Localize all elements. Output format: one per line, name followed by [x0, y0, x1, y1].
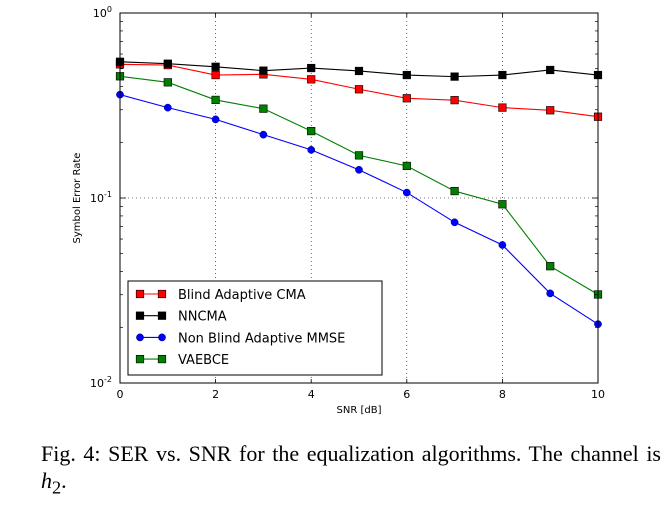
data-point	[163, 103, 172, 112]
legend-box	[127, 280, 383, 376]
y-tick-base: 10	[93, 7, 107, 20]
x-tick-label: 8	[499, 388, 506, 401]
data-point	[259, 66, 268, 75]
data-point	[307, 126, 316, 136]
y-tick-exponent: 0	[107, 5, 112, 14]
data-point	[450, 218, 459, 227]
legend-item: Blind Adaptive CMA	[135, 288, 306, 303]
x-tick-label: 0	[117, 388, 124, 401]
data-point	[211, 95, 220, 105]
legend-label: Blind Adaptive CMA	[178, 288, 306, 303]
data-point	[354, 66, 364, 76]
x-axis-label: SNR [dB]	[337, 405, 382, 416]
data-point	[402, 94, 411, 103]
data-point	[450, 96, 459, 105]
data-point	[259, 130, 268, 139]
data-point	[354, 151, 364, 160]
series-vaebce	[115, 72, 603, 299]
y-axis-label: Symbol Error Rate	[72, 153, 83, 244]
legend-marker	[157, 289, 167, 299]
legend-marker	[135, 289, 145, 299]
data-point	[355, 165, 363, 174]
data-point	[211, 70, 220, 80]
data-point	[498, 200, 507, 209]
data-point	[402, 161, 411, 171]
data-point	[211, 62, 220, 71]
data-point	[546, 106, 555, 115]
legend: Blind Adaptive CMA NNCMA Non Blind Adaptiv…	[127, 280, 383, 376]
legend-marker	[158, 333, 166, 342]
caption-variable: h	[41, 468, 52, 493]
data-point	[307, 75, 316, 84]
y-tick-label: 10-1	[90, 190, 112, 205]
data-point	[402, 70, 411, 80]
data-point	[163, 59, 172, 68]
x-tick-label: 4	[308, 388, 315, 401]
y-tick-label: 10-2	[90, 375, 112, 390]
x-tick-label: 2	[212, 388, 219, 401]
legend-item: Non Blind Adaptive MMSE	[136, 331, 345, 346]
legend-marker	[157, 311, 167, 320]
legend-marker	[136, 333, 144, 342]
legend-label: NNCMA	[178, 310, 227, 325]
data-point	[498, 241, 507, 249]
data-point	[211, 115, 220, 124]
x-tick-label: 10	[591, 388, 605, 401]
caption-subscript: 2	[52, 477, 62, 498]
y-tick-base: 10	[90, 192, 104, 205]
y-tick-label: 100	[93, 5, 112, 20]
legend-marker	[135, 311, 145, 320]
legend-item: NNCMA	[135, 310, 227, 325]
data-point	[546, 289, 555, 298]
legend-marker	[135, 354, 145, 364]
data-point	[307, 63, 316, 73]
y-tick-exponent: -2	[104, 375, 112, 384]
caption-suffix: .	[61, 468, 67, 493]
data-point	[450, 186, 459, 196]
legend-label: VAEBCE	[178, 353, 229, 368]
legend-item: VAEBCE	[135, 353, 229, 368]
y-tick-base: 10	[90, 377, 104, 390]
data-point	[498, 70, 507, 80]
data-point	[354, 85, 364, 94]
data-point	[498, 103, 507, 112]
y-tick-exponent: -1	[104, 190, 112, 199]
data-point	[163, 78, 172, 87]
data-point	[259, 104, 268, 113]
legend-marker	[157, 354, 167, 364]
data-point	[307, 146, 316, 154]
caption-text: Fig. 4: SER vs. SNR for the equalization…	[41, 441, 661, 466]
data-point	[546, 262, 555, 271]
data-point	[546, 65, 555, 75]
data-point	[450, 72, 459, 81]
figure-caption: Fig. 4: SER vs. SNR for the equalization…	[41, 440, 661, 501]
legend-label: Non Blind Adaptive MMSE	[178, 331, 345, 346]
x-tick-label: 6	[403, 388, 410, 401]
data-point	[402, 188, 411, 197]
